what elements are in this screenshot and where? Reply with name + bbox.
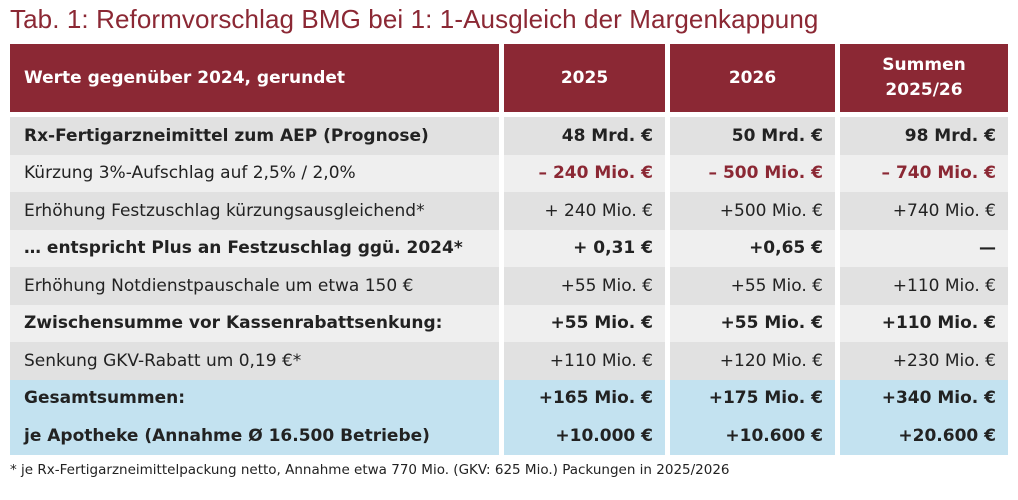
value-2025: +165 Mio. € <box>504 379 665 417</box>
value-2025: + 0,31 € <box>504 229 665 267</box>
value-2026: +120 Mio. € <box>670 342 835 380</box>
row-label: Senkung GKV-Rabatt um 0,19 €* <box>10 342 499 380</box>
table-row: Gesamtsummen: +165 Mio. € +175 Mio. € +3… <box>10 379 1008 417</box>
row-label: Rx-Fertigarzneimittel zum AEP (Prognose) <box>10 117 499 155</box>
value-2025: +10.000 € <box>504 417 665 455</box>
header-2026: 2026 <box>670 44 835 112</box>
value-sum: +230 Mio. € <box>840 342 1008 380</box>
value-sum: +110 Mio. € <box>840 267 1008 305</box>
table-header: Werte gegenüber 2024, gerundet 2025 2026… <box>10 44 1008 112</box>
table-row: Zwischensumme vor Kassenrabattsenkung: +… <box>10 304 1008 342</box>
header-sum-line1: Summen <box>882 55 966 75</box>
table-title: Tab. 1: Reformvorschlag BMG bei 1: 1-Aus… <box>10 4 819 34</box>
row-label: Zwischensumme vor Kassenrabattsenkung: <box>10 304 499 342</box>
table-row: Erhöhung Notdienstpauschale um etwa 150 … <box>10 267 1008 305</box>
value-sum: +340 Mio. € <box>840 379 1008 417</box>
value-sum: +20.600 € <box>840 417 1008 455</box>
header-2025: 2025 <box>504 44 665 112</box>
header-label: Werte gegenüber 2024, gerundet <box>10 44 499 112</box>
value-2026: – 500 Mio. € <box>670 154 835 192</box>
row-label: Gesamtsummen: <box>10 379 499 417</box>
value-2025: +55 Mio. € <box>504 304 665 342</box>
value-2026: +500 Mio. € <box>670 192 835 230</box>
table-row: Rx-Fertigarzneimittel zum AEP (Prognose)… <box>10 117 1008 155</box>
table-row: je Apotheke (Annahme Ø 16.500 Betriebe) … <box>10 417 1008 455</box>
value-2026: +0,65 € <box>670 229 835 267</box>
value-2026: +10.600 € <box>670 417 835 455</box>
value-sum: +110 Mio. € <box>840 304 1008 342</box>
table-row: … entspricht Plus an Festzuschlag ggü. 2… <box>10 229 1008 267</box>
value-sum: — <box>840 229 1008 267</box>
value-sum: – 740 Mio. € <box>840 154 1008 192</box>
value-2025: +110 Mio. € <box>504 342 665 380</box>
value-2025: – 240 Mio. € <box>504 154 665 192</box>
row-label: je Apotheke (Annahme Ø 16.500 Betriebe) <box>10 417 499 455</box>
row-label: … entspricht Plus an Festzuschlag ggü. 2… <box>10 229 499 267</box>
value-2025: + 240 Mio. € <box>504 192 665 230</box>
footnote: * je Rx-Fertigarzneimittelpackung netto,… <box>10 462 730 478</box>
header-sum-label: Summen 2025/26 <box>882 53 965 103</box>
value-2025: 48 Mrd. € <box>504 117 665 155</box>
value-2025: +55 Mio. € <box>504 267 665 305</box>
header-sum-line2: 2025/26 <box>885 80 963 100</box>
table-row: Senkung GKV-Rabatt um 0,19 €* +110 Mio. … <box>10 342 1008 380</box>
value-2026: +55 Mio. € <box>670 267 835 305</box>
data-table: Werte gegenüber 2024, gerundet 2025 2026… <box>10 44 1008 455</box>
table-row: Erhöhung Festzuschlag kürzungsausgleiche… <box>10 192 1008 230</box>
table-row: Kürzung 3%-Aufschlag auf 2,5% / 2,0% – 2… <box>10 154 1008 192</box>
header-sum: Summen 2025/26 <box>840 44 1008 112</box>
row-label: Erhöhung Notdienstpauschale um etwa 150 … <box>10 267 499 305</box>
row-label: Kürzung 3%-Aufschlag auf 2,5% / 2,0% <box>10 154 499 192</box>
value-sum: +740 Mio. € <box>840 192 1008 230</box>
value-2026: +55 Mio. € <box>670 304 835 342</box>
value-sum: 98 Mrd. € <box>840 117 1008 155</box>
value-2026: +175 Mio. € <box>670 379 835 417</box>
row-label: Erhöhung Festzuschlag kürzungsausgleiche… <box>10 192 499 230</box>
value-2026: 50 Mrd. € <box>670 117 835 155</box>
